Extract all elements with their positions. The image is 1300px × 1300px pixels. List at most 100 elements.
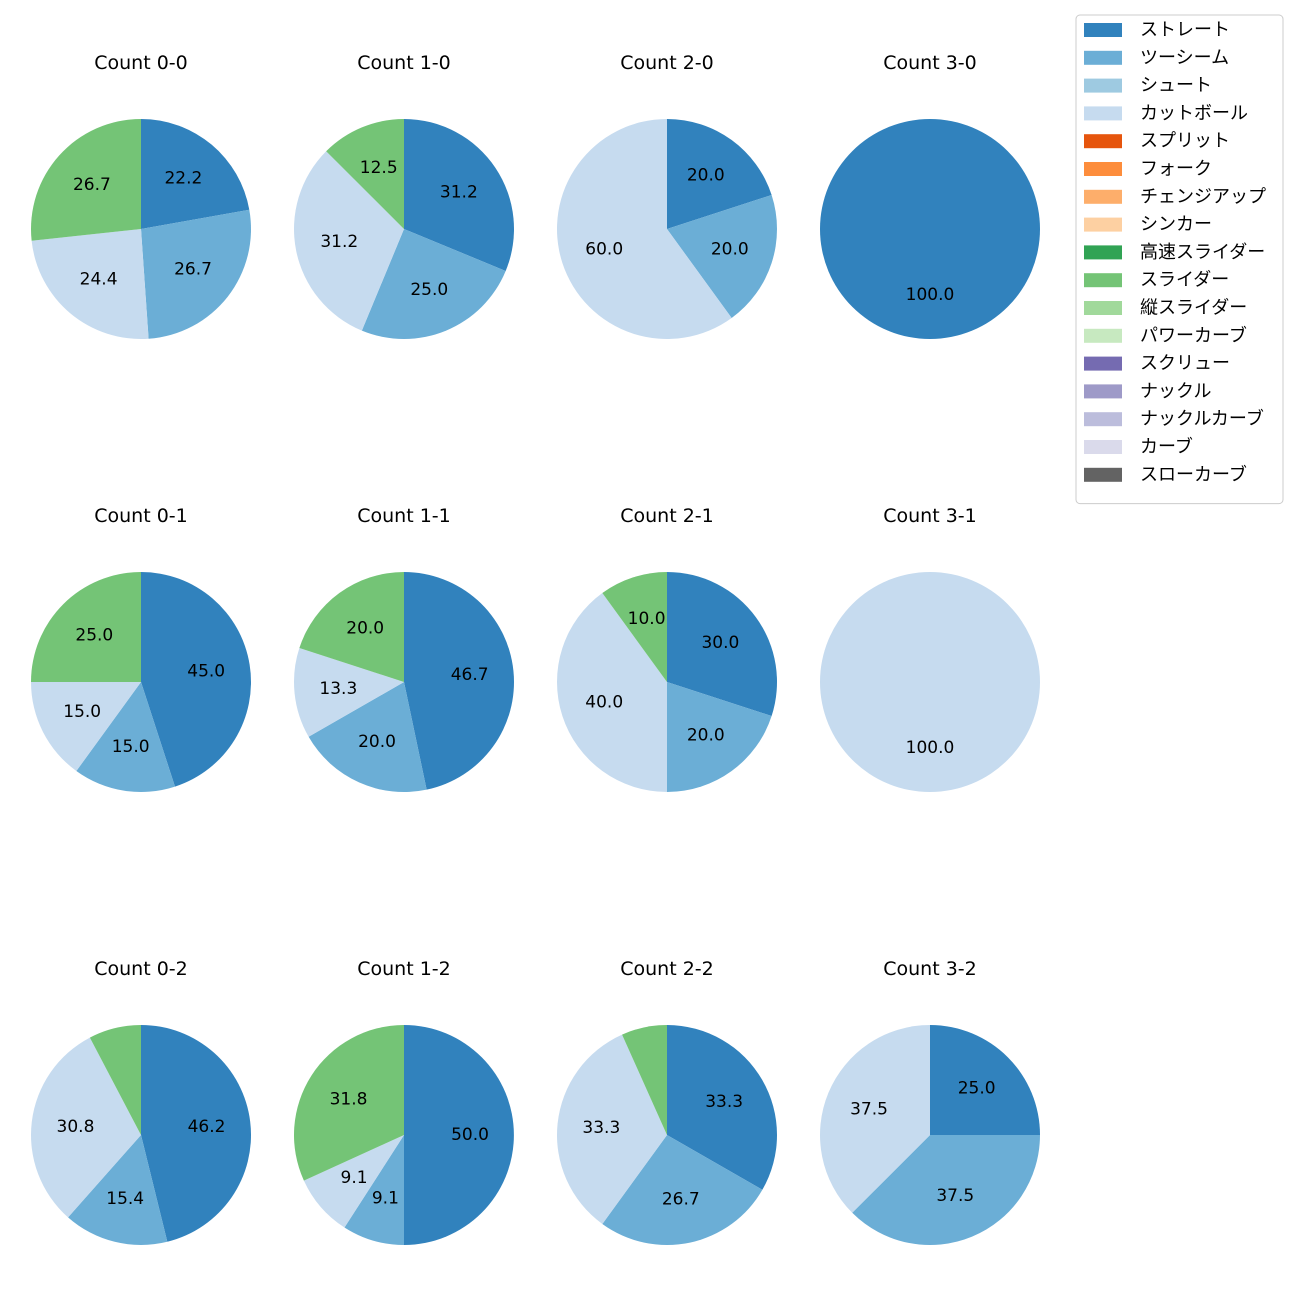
pie-slice (667, 195, 778, 318)
pie-title: Count 1-2 (357, 958, 451, 980)
pie-slice-label: 15.4 (106, 1189, 144, 1209)
pie-slice (557, 593, 667, 792)
pie-title: Count 3-1 (883, 505, 977, 527)
legend-label: ストレート (1140, 20, 1230, 41)
pie-slice-label: 33.3 (705, 1092, 743, 1112)
pie-slice-label: 9.1 (372, 1188, 399, 1208)
pie-count-1-1: Count 1-1 46.7 20.0 13.3 20.0 (294, 505, 514, 793)
pie-slice-label: 13.3 (319, 679, 357, 699)
pie-slice (31, 1037, 141, 1218)
pie-slice (602, 1135, 763, 1245)
pie-slice (31, 572, 141, 682)
pie-slice-label: 20.0 (346, 619, 384, 639)
pie-count-0-2: Count 0-2 46.2 15.4 30.8 (31, 958, 251, 1245)
pie-title: Count 0-0 (94, 52, 188, 74)
pie-slice-label: 26.7 (174, 260, 212, 280)
pie-slice (361, 229, 506, 339)
pie-slice-label: 60.0 (585, 239, 623, 259)
legend-label: ナックル (1140, 381, 1211, 402)
legend-swatch (1084, 50, 1122, 65)
pie-slice-label: 30.0 (701, 633, 739, 653)
pie-slice (293, 151, 404, 331)
pie-title: Count 0-2 (94, 958, 188, 980)
pie-count-0-0: Count 0-0 22.2 26.7 24.4 26.7 (30, 52, 251, 339)
pie-slice-label: 33.3 (582, 1118, 620, 1138)
pie-slice-label: 31.2 (320, 232, 358, 252)
legend-swatch (1084, 273, 1122, 288)
legend-frame (1075, 14, 1284, 505)
pie-slice (294, 1025, 404, 1181)
legend-label: カットボール (1140, 103, 1248, 124)
pie-slice-label: 26.7 (73, 175, 111, 195)
legend-swatch (1084, 106, 1122, 121)
pie-slice-label: 25.0 (75, 625, 113, 645)
pie-slice (30, 682, 141, 771)
pie-title: Count 2-2 (620, 958, 714, 980)
pie-slice (820, 119, 1040, 339)
pie-slice-label: 46.7 (451, 665, 489, 685)
pie-title: Count 2-1 (620, 505, 714, 527)
pie-slice (622, 1025, 667, 1135)
legend-label: スライダー (1140, 270, 1229, 291)
pie-slice (404, 1025, 514, 1245)
pie-slice-label: 50.0 (451, 1125, 489, 1145)
legend-label: チェンジアップ (1140, 186, 1266, 207)
legend-swatch (1084, 162, 1122, 176)
pie-slice-label: 100.0 (906, 285, 955, 305)
legend-label: カーブ (1140, 436, 1193, 458)
pie-slice-label: 45.0 (187, 662, 225, 682)
pie-slice-label: 15.0 (63, 702, 101, 722)
pie-slice-label: 24.4 (80, 270, 118, 290)
legend-swatch (1084, 384, 1122, 399)
legend-swatch (1084, 467, 1122, 482)
pie-slice (852, 1135, 1040, 1245)
legend-label: パワーカーブ (1140, 324, 1247, 346)
legend-label: シュート (1140, 75, 1212, 96)
pie-slice (308, 682, 427, 793)
pie-slice (667, 572, 777, 716)
pie-count-2-2: Count 2-2 33.3 26.7 33.3 (557, 958, 777, 1245)
pie-title: Count 1-1 (357, 505, 451, 527)
legend-label: ツーシーム (1140, 47, 1229, 68)
pie-count-1-0: Count 1-0 31.2 25.0 31.2 12.5 (293, 52, 514, 339)
pie-slice (667, 1025, 777, 1190)
pie-slice (141, 572, 251, 787)
pie-slice (294, 648, 404, 737)
pie-slice-label: 31.8 (330, 1089, 368, 1109)
legend-label: フォーク (1140, 159, 1212, 180)
pie-slice-label: 25.0 (958, 1078, 996, 1098)
pie-slice-label: 10.0 (628, 609, 666, 629)
pie-title: Count 0-1 (94, 505, 188, 527)
pie-slice-label: 30.8 (57, 1117, 95, 1137)
legend-swatch (1084, 78, 1122, 93)
legend-label: スクリュー (1140, 353, 1230, 374)
legend-swatch (1084, 23, 1122, 37)
legend-label: ナックルカーブ (1140, 408, 1264, 430)
pie-slice-label: 22.2 (164, 168, 202, 188)
pie-count-2-0: Count 2-0 20.0 20.0 60.0 (557, 52, 778, 339)
pie-slice (930, 1025, 1040, 1135)
pie-slice-label: 15.0 (112, 737, 150, 757)
legend-swatch (1084, 301, 1122, 315)
pie-slice-label: 40.0 (585, 692, 623, 712)
pie-slice (141, 119, 250, 229)
pie-title: Count 3-0 (883, 52, 977, 74)
pie-slice (299, 572, 404, 682)
legend-swatch (1084, 217, 1122, 232)
legend-label: 縦スライダー (1140, 298, 1247, 319)
pie-slice-label: 37.5 (850, 1100, 888, 1120)
pie-slice-label: 31.2 (440, 182, 478, 202)
legend-swatch (1084, 328, 1122, 343)
legend-label: スプリット (1140, 131, 1230, 152)
pie-slice-label: 20.0 (711, 239, 749, 259)
pie-slice (68, 1135, 168, 1245)
pie-slice (303, 1135, 404, 1228)
pie-slice (31, 229, 149, 339)
pie-count-0-1: Count 0-1 45.0 15.0 15.0 25.0 (30, 505, 251, 792)
pie-title: Count 3-2 (883, 958, 977, 980)
pie-slice (89, 1025, 141, 1135)
pie-slice (76, 682, 175, 792)
pie-count-3-0: Count 3-0 100.0 (820, 52, 1040, 339)
pie-slice-label: 37.5 (936, 1186, 974, 1206)
